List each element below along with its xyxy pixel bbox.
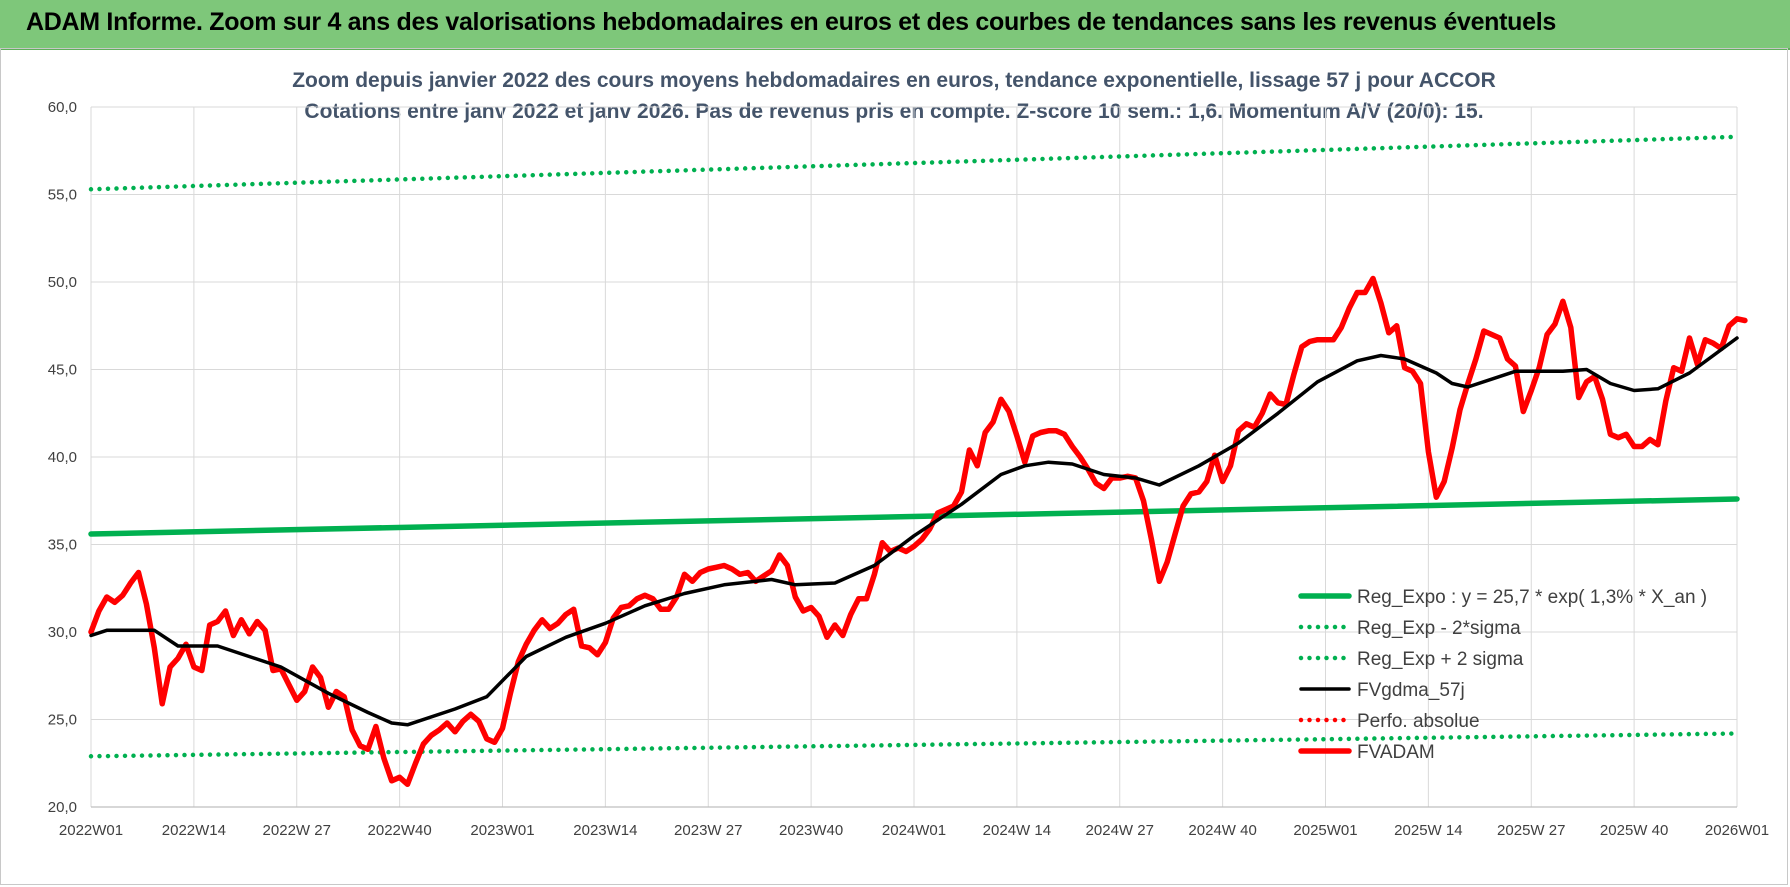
legend: Reg_Expo : y = 25,7 * exp( 1,3% * X_an )… (1298, 587, 1707, 763)
x-tick-label: 2022W14 (162, 822, 226, 839)
x-tick-label: 2025W 40 (1600, 822, 1668, 839)
x-tick-label: 2023W14 (573, 822, 637, 839)
series-line-3 (89, 336, 1739, 727)
x-tick-label: 2024W 40 (1188, 822, 1256, 839)
legend-label: Reg_Exp + 2 sigma (1357, 649, 1524, 670)
legend-label: Perfo. absolue (1357, 711, 1480, 732)
x-tick-label: 2023W40 (779, 822, 843, 839)
y-tick-label: 25,0 (48, 712, 77, 729)
x-tick-label: 2022W40 (368, 822, 432, 839)
x-tick-label: 2025W01 (1293, 822, 1357, 839)
y-tick-label: 30,0 (48, 624, 77, 641)
chart-subtitle: Cotations entre janv 2022 et janv 2026. … (304, 100, 1483, 123)
chart-title: Zoom depuis janvier 2022 des cours moyen… (292, 69, 1496, 92)
x-tick-label: 2024W 27 (1086, 822, 1154, 839)
x-tick-label: 2022W 27 (263, 822, 331, 839)
x-tick-label: 2023W 27 (674, 822, 742, 839)
gridlines (90, 106, 1738, 808)
series-line-1 (88, 731, 1740, 759)
report-title: ADAM Informe. Zoom sur 4 ans des valoris… (26, 8, 1556, 36)
series-line-0 (88, 496, 1740, 537)
line-chart: Zoom depuis janvier 2022 des cours moyen… (48, 69, 1769, 839)
series-line-5 (88, 275, 1748, 788)
y-tick-label: 45,0 (48, 362, 77, 379)
legend-label: Reg_Expo : y = 25,7 * exp( 1,3% * X_an ) (1357, 587, 1707, 608)
x-tick-label: 2022W01 (59, 822, 123, 839)
chart-frame: Zoom depuis janvier 2022 des cours moyen… (0, 48, 1788, 885)
y-tick-label: 20,0 (48, 799, 77, 816)
x-tick-label: 2024W 14 (983, 822, 1051, 839)
series-lines (88, 134, 1748, 788)
x-tick-label: 2024W01 (882, 822, 946, 839)
x-tick-label: 2025W 14 (1394, 822, 1462, 839)
y-tick-label: 35,0 (48, 537, 77, 554)
legend-label: Reg_Exp - 2*sigma (1357, 618, 1521, 639)
y-tick-label: 50,0 (48, 274, 77, 291)
x-tick-label: 2025W 27 (1497, 822, 1565, 839)
y-tick-label: 60,0 (48, 99, 77, 116)
y-axis-ticks: 20,0 25,0 30,0 35,0 40,0 45,0 50,0 55,0 60,0 (48, 99, 77, 816)
legend-label: FVADAM (1357, 742, 1435, 763)
x-tick-label: 2026W01 (1705, 822, 1769, 839)
x-tick-label: 2023W01 (470, 822, 534, 839)
y-tick-label: 55,0 (48, 187, 77, 204)
report-banner: ADAM Informe. Zoom sur 4 ans des valoris… (0, 0, 1790, 50)
x-axis-ticks: 2022W01 2022W14 2022W 27 2022W40 2023W01 2023… (59, 822, 1769, 839)
series-line-2 (88, 134, 1740, 192)
y-tick-label: 40,0 (48, 449, 77, 466)
legend-label: FVgdma_57j (1357, 680, 1465, 701)
